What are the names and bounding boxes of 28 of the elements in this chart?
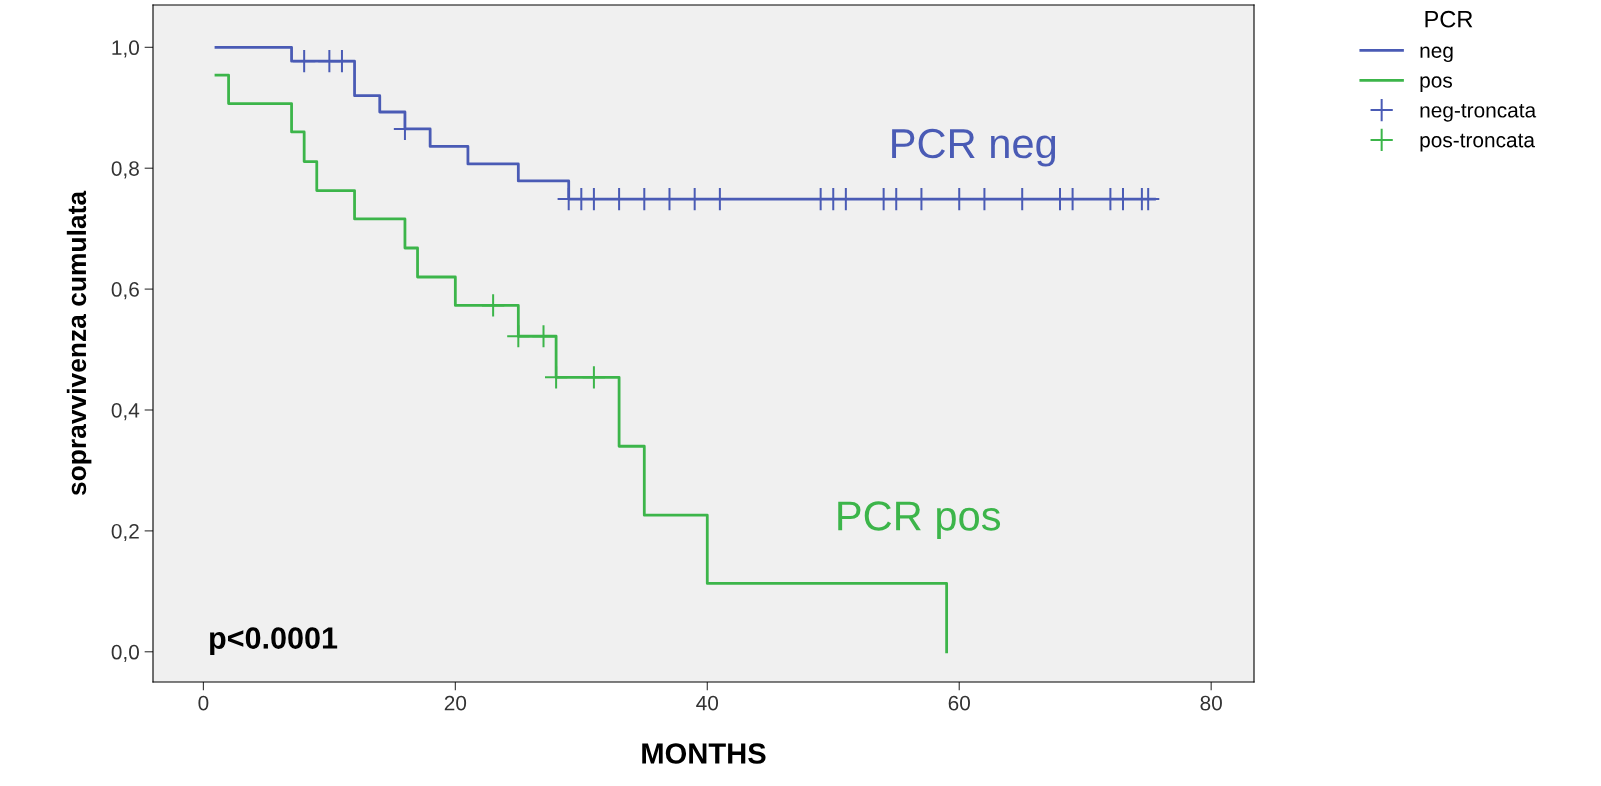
- y-tick-label: 0,8: [111, 161, 139, 179]
- y-axis-title: sopravvivenza cumulata: [66, 190, 92, 496]
- legend-label: neg-troncata: [1420, 103, 1537, 122]
- x-axis-title: MONTHS: [642, 743, 766, 764]
- y-tick-label: 0,2: [111, 523, 139, 542]
- y-tick-label: 0,4: [111, 402, 140, 421]
- y-tick-label: 0,0: [111, 644, 139, 662]
- legend-label: neg: [1420, 46, 1453, 63]
- legend-title: PCR: [1425, 10, 1473, 28]
- y-tick-label: 0,6: [111, 282, 139, 300]
- annotation: p<0.0001: [210, 627, 338, 655]
- point: [532, 325, 555, 348]
- annotation: PCR neg: [892, 128, 1056, 167]
- x-tick-label: 40: [696, 695, 719, 711]
- annotation: PCR pos: [838, 501, 1001, 539]
- x-tick-label: 60: [948, 695, 970, 711]
- legend-label: pos-troncata: [1420, 133, 1535, 152]
- x-tick-label: 0: [198, 695, 209, 711]
- point: [545, 366, 568, 389]
- point: [482, 294, 505, 317]
- x-tick-label: 80: [1200, 695, 1222, 711]
- point: [582, 366, 606, 389]
- point: [293, 50, 316, 73]
- legend-label: pos: [1420, 76, 1452, 92]
- y-tick-label: 1,0: [112, 40, 139, 58]
- point: [507, 325, 530, 348]
- x-tick-label: 20: [444, 695, 467, 711]
- point: [330, 50, 354, 73]
